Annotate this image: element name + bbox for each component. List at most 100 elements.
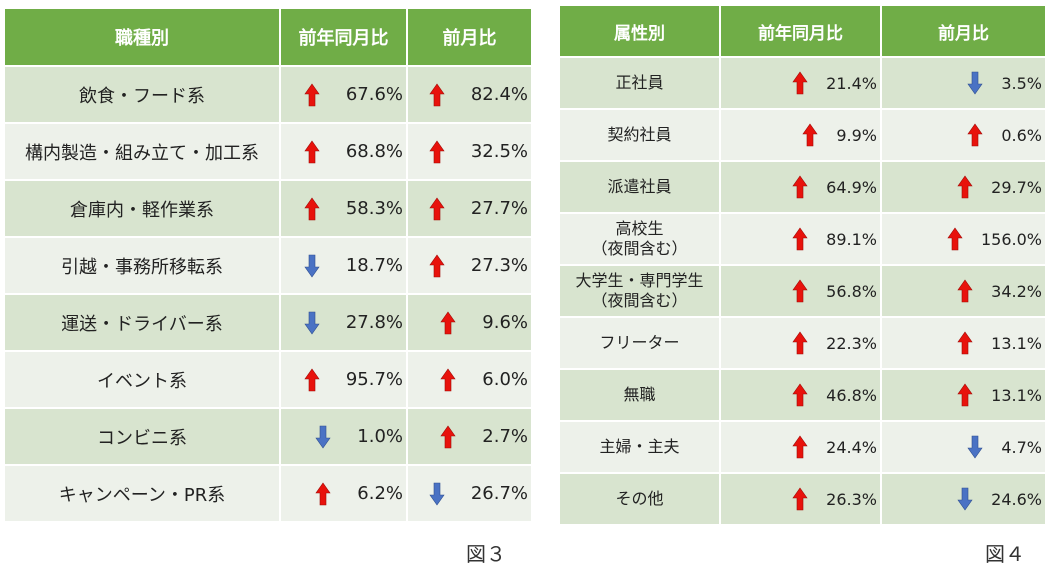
yoy-cell: 56.8% [719,264,882,318]
mom-cell: 4.7% [880,420,1047,474]
yoy-cell-value: 24.4% [826,437,877,457]
attribute-table-body: 正社員 21.4% 3.5% 契約社員 9.9% 0.6% 派遣社員 64.9% 29.7% 高校… [558,56,1047,526]
mom-cell-value: 29.7% [991,177,1042,197]
yoy-cell-value: 21.4% [826,73,877,93]
yoy-cell-value: 26.3% [826,489,877,509]
yoy-cell: 64.9% [719,160,882,214]
up-arrow-icon [957,383,973,407]
yoy-cell: 22.3% [719,316,882,370]
table-row: 無職 46.8% 13.1% [558,368,1047,422]
down-arrow-icon [304,311,320,335]
row-label: その他 [558,472,721,526]
mom-cell-value: 34.2% [991,281,1042,301]
yoy-cell: 24.4% [719,420,882,474]
row-label: イベント系 [3,350,281,409]
mom-cell-value: 13.1% [991,385,1042,405]
table-row: イベント系 95.7% 6.0% [3,350,533,409]
mom-cell-value: 27.7% [470,198,528,219]
column-header-mom: 前月比 [880,4,1047,58]
yoy-cell-value: 56.8% [826,281,877,301]
up-arrow-icon [429,139,445,164]
mom-cell: 156.0% [880,212,1047,266]
yoy-cell: 89.1% [719,212,882,266]
yoy-cell-value: 89.1% [826,229,877,249]
yoy-cell-value: 95.7% [345,369,403,390]
up-arrow-icon [792,71,808,95]
up-arrow-icon [304,82,320,107]
up-arrow-icon [947,227,963,251]
row-label: 契約社員 [558,108,721,162]
mom-cell-value: 13.1% [991,333,1042,353]
column-header-yoy: 前年同月比 [279,7,408,67]
occupation-table: 職種別 前年同月比 前月比 飲食・フード系 67.6% 82.4% 構内製造・組み立て… [3,7,533,523]
yoy-cell-value: 64.9% [826,177,877,197]
yoy-cell: 21.4% [719,56,882,110]
down-arrow-icon [304,254,320,278]
yoy-cell: 6.2% [279,464,408,523]
mom-cell: 24.6% [880,472,1047,526]
row-label: 主婦・主夫 [558,420,721,474]
mom-cell: 0.6% [880,108,1047,162]
up-arrow-icon [440,310,456,335]
yoy-cell-value: 6.2% [357,483,403,504]
up-arrow-icon [792,435,808,459]
mom-cell: 13.1% [880,368,1047,422]
yoy-cell-value: 58.3% [345,198,403,219]
up-arrow-icon [792,227,808,251]
yoy-cell: 68.8% [279,122,408,181]
up-arrow-icon [957,331,973,355]
up-arrow-icon [429,196,445,221]
mom-cell-value: 3.5% [1001,73,1042,93]
yoy-cell: 27.8% [279,293,408,352]
yoy-cell-value: 27.8% [345,312,403,333]
yoy-cell: 26.3% [719,472,882,526]
mom-cell: 32.5% [406,122,533,181]
table-row: フリーター 22.3% 13.1% [558,316,1047,370]
mom-cell: 27.7% [406,179,533,238]
mom-cell: 13.1% [880,316,1047,370]
column-header-yoy: 前年同月比 [719,4,882,58]
yoy-cell: 46.8% [719,368,882,422]
mom-cell: 26.7% [406,464,533,523]
mom-cell-value: 156.0% [980,229,1042,249]
mom-cell: 6.0% [406,350,533,409]
mom-cell-value: 82.4% [470,84,528,105]
column-header-attribute: 属性別 [558,4,721,58]
down-arrow-icon [967,71,983,95]
row-label: 飲食・フード系 [3,65,281,124]
mom-cell-value: 27.3% [470,255,528,276]
down-arrow-icon [957,487,973,511]
yoy-cell-value: 68.8% [345,141,403,162]
row-label: 倉庫内・軽作業系 [3,179,281,238]
row-label: 正社員 [558,56,721,110]
table-header-row: 職種別 前年同月比 前月比 [3,7,533,67]
yoy-cell: 95.7% [279,350,408,409]
mom-cell: 27.3% [406,236,533,295]
up-arrow-icon [792,175,808,199]
mom-cell-value: 0.6% [1001,125,1042,145]
yoy-cell: 58.3% [279,179,408,238]
yoy-cell: 1.0% [279,407,408,466]
up-arrow-icon [957,279,973,303]
yoy-cell-value: 9.9% [836,125,877,145]
mom-cell-value: 4.7% [1001,437,1042,457]
table-row: その他 26.3% 24.6% [558,472,1047,526]
table-row: 大学生・専門学生 （夜間含む） 56.8% 34.2% [558,264,1047,318]
row-label: 大学生・専門学生 （夜間含む） [558,264,721,318]
table-row: 倉庫内・軽作業系 58.3% 27.7% [3,179,533,238]
yoy-cell-value: 46.8% [826,385,877,405]
yoy-cell-value: 22.3% [826,333,877,353]
row-label: フリーター [558,316,721,370]
mom-cell: 3.5% [880,56,1047,110]
table-row: 飲食・フード系 67.6% 82.4% [3,65,533,124]
yoy-cell: 18.7% [279,236,408,295]
column-header-mom: 前月比 [406,7,533,67]
table-row: 高校生 （夜間含む） 89.1% 156.0% [558,212,1047,266]
up-arrow-icon [957,175,973,199]
up-arrow-icon [967,123,983,147]
table-header-row: 属性別 前年同月比 前月比 [558,4,1047,58]
table-row: 引越・事務所移転系 18.7% 27.3% [3,236,533,295]
up-arrow-icon [802,123,818,147]
table-row: 主婦・主夫 24.4% 4.7% [558,420,1047,474]
row-label: キャンペーン・PR系 [3,464,281,523]
